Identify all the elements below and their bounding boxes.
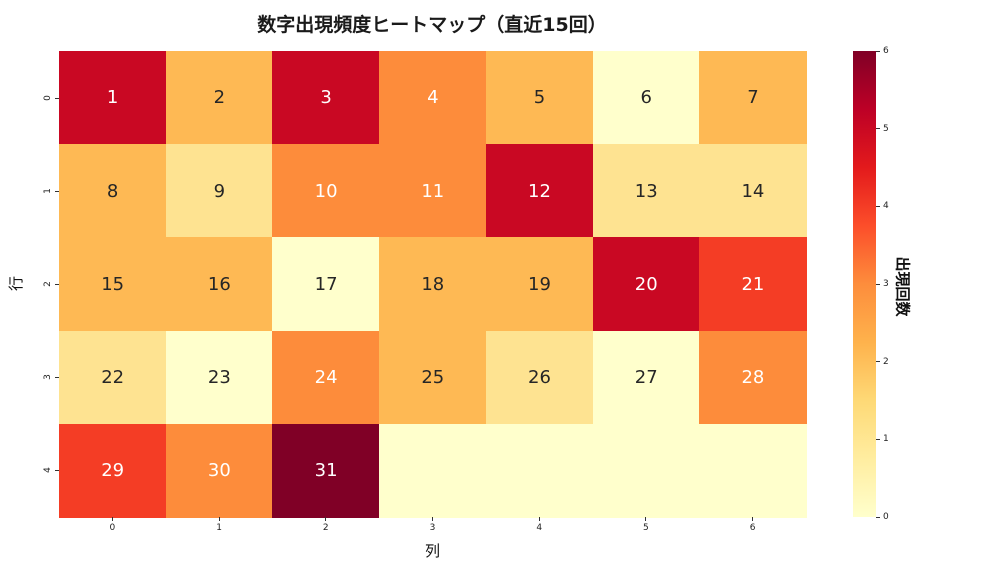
heatmap-cell xyxy=(699,423,807,518)
x-axis-label: 列 xyxy=(424,542,440,560)
heatmap-cell xyxy=(592,423,700,518)
x-tick: 1 xyxy=(209,517,229,533)
heatmap-cell: 1 xyxy=(59,51,167,145)
x-tick: 5 xyxy=(636,517,656,533)
heatmap-cell: 16 xyxy=(165,237,274,332)
colorbar-tick: 6 xyxy=(876,45,889,57)
heatmap-cell: 24 xyxy=(272,330,380,425)
chart-title: 数字出現頻度ヒートマップ（直近15回） xyxy=(257,14,607,36)
heatmap-cell: 18 xyxy=(379,237,487,332)
heatmap-cell: 25 xyxy=(379,330,487,425)
heatmap-cell: 11 xyxy=(379,144,487,238)
heatmap-cell: 4 xyxy=(379,51,487,145)
heatmap-cell xyxy=(485,423,594,518)
heatmap-cell: 15 xyxy=(59,237,167,332)
heatmap-cell: 19 xyxy=(485,237,594,332)
heatmap-cell: 3 xyxy=(272,51,380,145)
x-tick: 0 xyxy=(102,517,122,533)
heatmap-cell: 9 xyxy=(165,144,274,238)
x-tick: 6 xyxy=(743,517,763,533)
colorbar-tick: 5 xyxy=(876,123,889,135)
y-tick: 0 xyxy=(38,92,59,104)
heatmap-cell: 22 xyxy=(59,330,167,425)
y-tick: 3 xyxy=(38,371,59,383)
heatmap-cell: 31 xyxy=(272,423,380,518)
x-tick: 3 xyxy=(423,517,443,533)
heatmap-cell: 2 xyxy=(165,51,274,145)
heatmap-cell: 28 xyxy=(699,330,807,425)
colorbar-tick: 1 xyxy=(876,433,889,445)
heatmap-cell: 20 xyxy=(592,237,700,332)
colorbar xyxy=(853,51,876,517)
heatmap-cell xyxy=(379,423,487,518)
colorbar-tick: 0 xyxy=(876,511,889,523)
colorbar-tick: 4 xyxy=(876,200,889,212)
heatmap-cell: 13 xyxy=(592,144,700,238)
colorbar-label: 出現回数 xyxy=(893,256,912,317)
y-tick: 1 xyxy=(38,185,59,197)
heatmap-cell: 14 xyxy=(699,144,807,238)
x-tick: 2 xyxy=(316,517,336,533)
y-tick: 4 xyxy=(38,464,59,476)
heatmap-cell: 21 xyxy=(699,237,807,332)
heatmap-cell: 5 xyxy=(485,51,594,145)
heatmap-cell: 23 xyxy=(165,330,274,425)
heatmap-cell: 26 xyxy=(485,330,594,425)
heatmap-cell: 29 xyxy=(59,423,167,518)
colorbar-tick: 2 xyxy=(876,356,889,368)
heatmap-cell: 7 xyxy=(699,51,807,145)
heatmap-plot-area: 1 2 3 4 5 6 7 8 9 10 11 12 13 14 15 16 17 18 19 20 21 22 23 24 2… xyxy=(59,51,807,518)
heatmap-cell: 10 xyxy=(272,144,380,238)
y-axis-label: 行 xyxy=(7,275,26,292)
heatmap-cell: 17 xyxy=(272,237,380,332)
heatmap-cell: 8 xyxy=(59,144,167,238)
colorbar-tick: 3 xyxy=(876,278,889,290)
y-tick: 2 xyxy=(38,278,59,290)
heatmap-cell: 12 xyxy=(485,144,594,238)
heatmap-cell: 27 xyxy=(592,330,700,425)
heatmap-cell: 6 xyxy=(592,51,700,145)
heatmap-cell: 30 xyxy=(165,423,274,518)
x-tick: 4 xyxy=(529,517,549,533)
